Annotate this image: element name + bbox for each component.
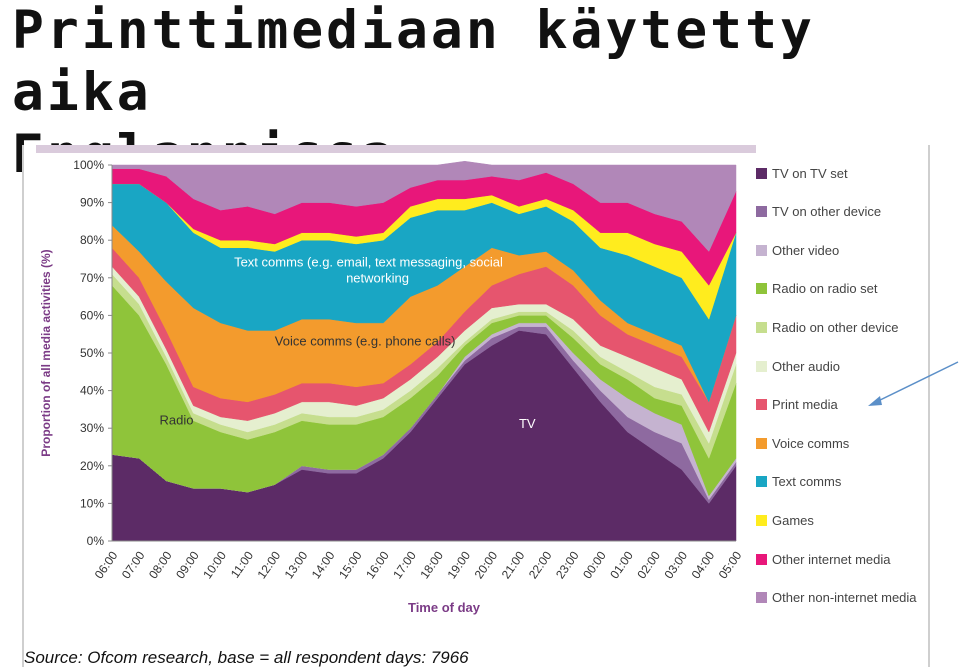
annotation-label: Voice comms (e.g. phone calls) — [275, 333, 456, 348]
annotation-label: Text comms (e.g. email, text messaging, … — [234, 255, 503, 270]
legend-swatch — [756, 360, 767, 372]
legend-label: Other audio — [772, 358, 840, 374]
legend-item-print-media: Print media — [756, 395, 838, 415]
y-tick-label: 20% — [80, 459, 104, 473]
legend-swatch — [756, 244, 767, 256]
stacked-area-chart: 0%10%20%30%40%50%60%70%80%90%100%06:0007… — [39, 158, 745, 615]
source-note: Source: Ofcom research, base = all respo… — [24, 648, 469, 667]
legend-label: Games — [772, 512, 814, 528]
legend-item-tv-on-tv-set: TV on TV set — [756, 163, 848, 183]
y-axis-title: Proportion of all media activities (%) — [39, 249, 53, 456]
arrow-line — [871, 361, 959, 405]
legend-item-voice-comms: Voice comms — [756, 433, 849, 453]
legend-label: Other non-internet media — [772, 590, 917, 606]
legend-swatch — [756, 321, 767, 333]
legend-swatch — [756, 553, 767, 565]
legend-item-other-non-internet-media: Other non-internet media — [756, 588, 917, 608]
legend-swatch — [756, 206, 767, 218]
slide-title-line-1: Printtimediaan käytetty aika — [12, 0, 815, 123]
legend-item-radio-other-device: Radio on other device — [756, 317, 898, 337]
annotation-label-line-2: networking — [346, 271, 409, 286]
x-axis-title: Time of day — [408, 600, 481, 615]
arrow-head — [868, 396, 882, 406]
y-tick-label: 40% — [80, 384, 104, 398]
legend-swatch — [756, 476, 767, 488]
legend-label: Print media — [772, 397, 838, 413]
annotation-label: Radio — [159, 412, 193, 427]
y-tick-label: 50% — [80, 346, 104, 360]
y-tick-label: 80% — [80, 233, 104, 247]
legend-item-other-audio: Other audio — [756, 356, 840, 376]
legend-swatch — [756, 514, 767, 526]
legend-label: Radio on radio set — [772, 281, 878, 297]
y-tick-label: 60% — [80, 308, 104, 322]
y-tick-label: 30% — [80, 421, 104, 435]
legend-swatch — [756, 167, 767, 179]
legend-label: Text comms — [772, 474, 842, 490]
legend-item-text-comms: Text comms — [756, 472, 841, 492]
legend-item-other-video: Other video — [756, 240, 839, 260]
y-tick-label: 0% — [87, 534, 105, 548]
chart-figure: 0% 10% 20% 30% 40% 50% 60% 70% 80% 90% 100% 06:00 07… — [22, 145, 930, 667]
legend-swatch — [756, 283, 767, 295]
figure-header-strip — [36, 145, 756, 153]
legend-item-radio-on-radio-set: Radio on radio set — [756, 279, 878, 299]
legend-swatch — [756, 592, 767, 604]
legend-swatch — [756, 437, 767, 449]
area-other-non-internet-media — [111, 160, 737, 252]
y-tick-label: 10% — [80, 496, 104, 510]
y-tick-label: 90% — [80, 196, 104, 210]
legend-item-tv-other-device: TV on other device — [756, 202, 881, 222]
legend-label: Other video — [772, 242, 840, 258]
legend-item-games: Games — [756, 510, 814, 530]
annotation-label: TV — [519, 416, 536, 431]
legend-label: Voice comms — [772, 435, 850, 451]
legend-label: TV on other device — [772, 204, 882, 220]
y-tick-label: 70% — [80, 271, 104, 285]
legend-swatch — [756, 399, 767, 411]
legend-label: Other internet media — [772, 551, 891, 567]
y-tick-label: 100% — [73, 158, 104, 172]
legend-label: TV on TV set — [772, 165, 848, 181]
legend-label: Radio on other device — [772, 319, 899, 335]
legend-item-other-internet-media: Other internet media — [756, 549, 891, 569]
